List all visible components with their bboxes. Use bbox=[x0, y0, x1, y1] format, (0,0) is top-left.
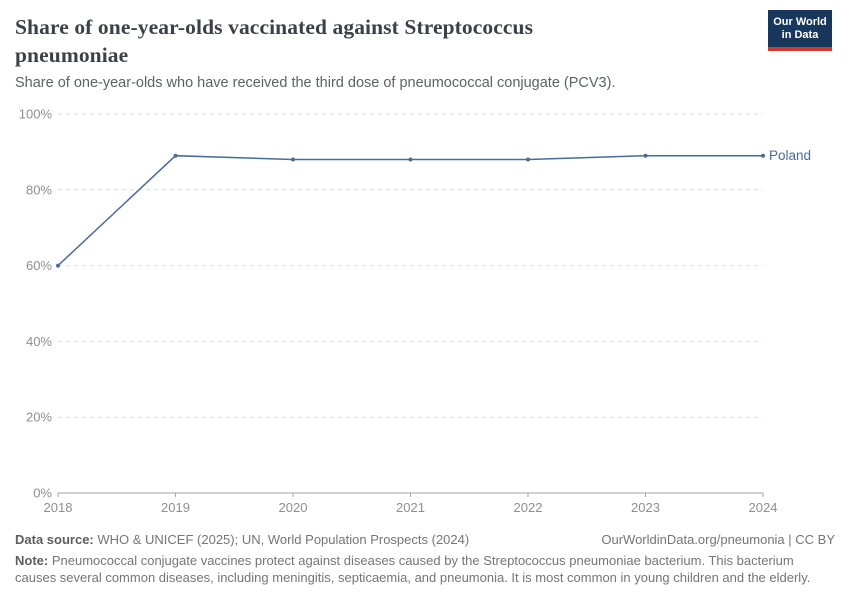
y-tick-label: 40% bbox=[26, 334, 52, 349]
chart-footer: Data source: WHO & UNICEF (2025); UN, Wo… bbox=[15, 532, 835, 586]
data-point[interactable] bbox=[761, 153, 765, 158]
x-tick-label: 2020 bbox=[279, 500, 308, 515]
data-point[interactable] bbox=[408, 157, 413, 162]
x-tick-label: 2018 bbox=[44, 500, 73, 515]
data-source-value: WHO & UNICEF (2025); UN, World Populatio… bbox=[93, 532, 470, 547]
series-entity-label[interactable]: Poland bbox=[769, 148, 811, 163]
data-point[interactable] bbox=[526, 157, 530, 162]
y-tick-label: 60% bbox=[26, 258, 52, 273]
chart-subtitle: Share of one-year-olds who have received… bbox=[15, 75, 616, 91]
note-label: Note: bbox=[15, 553, 49, 568]
data-point[interactable] bbox=[173, 153, 178, 158]
chart-title: Share of one-year-olds vaccinated agains… bbox=[15, 15, 534, 68]
x-tick-label: 2022 bbox=[514, 500, 543, 515]
license-link[interactable]: OurWorldinData.org/pneumonia | CC BY bbox=[601, 532, 835, 547]
y-tick-label: 20% bbox=[26, 410, 52, 425]
y-tick-label: 80% bbox=[26, 182, 52, 197]
x-tick-label: 2021 bbox=[396, 500, 425, 515]
owid-logo-line2: in Data bbox=[781, 29, 819, 41]
x-tick-label: 2023 bbox=[631, 500, 660, 515]
data-source-label: Data source: bbox=[15, 532, 94, 547]
data-point[interactable] bbox=[291, 157, 295, 162]
note-value: Pneumococcal conjugate vaccines protect … bbox=[15, 553, 811, 585]
y-tick-label: 0% bbox=[33, 486, 52, 501]
series-line bbox=[57, 154, 763, 267]
x-tick-label: 2019 bbox=[161, 500, 190, 515]
y-tick-label: 100% bbox=[19, 107, 53, 122]
owid-logo[interactable]: Our World in Data bbox=[768, 10, 832, 51]
x-tick-label: 2024 bbox=[749, 500, 778, 515]
data-source-text: Data source: WHO & UNICEF (2025); UN, Wo… bbox=[15, 532, 469, 547]
owid-logo-line1: Our World bbox=[773, 16, 827, 28]
data-point[interactable] bbox=[643, 153, 648, 158]
source-row: Data source: WHO & UNICEF (2025); UN, Wo… bbox=[15, 532, 835, 547]
chart-note: Note: Pneumococcal conjugate vaccines pr… bbox=[15, 553, 835, 586]
data-point[interactable] bbox=[56, 263, 60, 268]
